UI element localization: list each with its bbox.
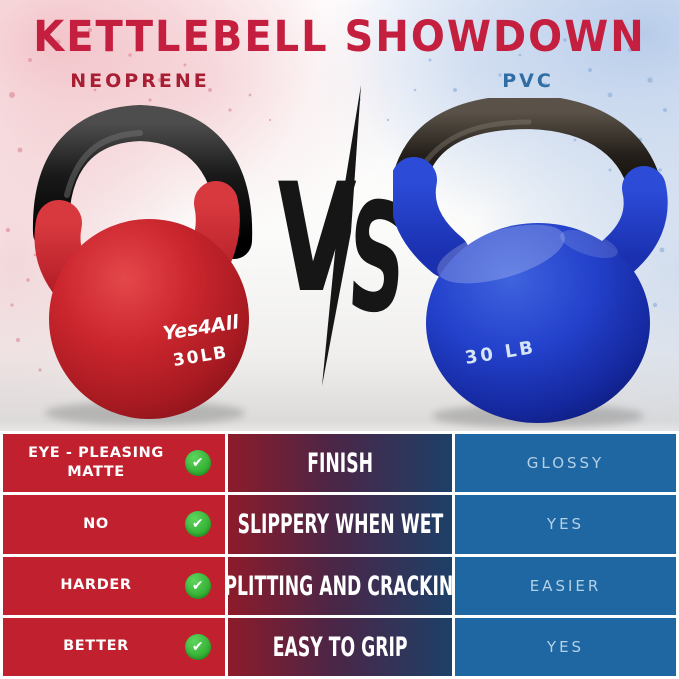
neoprene-value-cell: NO ✔ <box>3 495 225 554</box>
feature-label: FINISH <box>307 448 373 479</box>
neoprene-value: HARDER <box>60 577 132 594</box>
page-title: KETTLEBELL SHOWDOWN <box>33 12 646 62</box>
neoprene-value: NO <box>83 515 109 532</box>
check-icon: ✔ <box>185 572 211 599</box>
feature-label: SLIPPERY WHEN WET <box>237 509 443 540</box>
neoprene-kettlebell-image: Yes4All 30LB <box>32 104 253 425</box>
feature-label: SPLITTING AND CRACKING <box>228 570 452 601</box>
neoprene-value: BETTER <box>63 638 129 655</box>
pvc-value: GLOSSY <box>526 454 605 473</box>
feature-cell: SPLITTING AND CRACKING <box>228 556 452 615</box>
handle <box>393 98 664 215</box>
check-icon: ✔ <box>185 450 211 477</box>
neoprene-value-cell: EYE - PLEASING MATTE ✔ <box>3 434 225 493</box>
check-icon: ✔ <box>185 633 211 660</box>
pvc-label: PVC <box>502 70 554 92</box>
pvc-value: YES <box>546 637 585 656</box>
pvc-value-cell: EASIER <box>455 556 676 615</box>
feature-cell: FINISH <box>228 434 452 493</box>
vs-letter-v: V <box>270 152 358 326</box>
vs-emblem: V S <box>270 85 407 386</box>
left-horn <box>393 157 470 278</box>
feature-cell: SLIPPERY WHEN WET <box>228 495 452 554</box>
feature-cell: EASY TO GRIP <box>228 617 452 676</box>
pvc-value: YES <box>546 515 585 534</box>
check-icon: ✔ <box>185 511 211 538</box>
pvc-value-cell: GLOSSY <box>455 434 676 493</box>
pvc-value-cell: YES <box>455 617 676 676</box>
neoprene-label: NEOPRENE <box>70 70 210 92</box>
pvc-value-cell: YES <box>455 495 676 554</box>
comparison-table: EYE - PLEASING MATTE ✔ FINISH GLOSSY NO … <box>0 431 679 679</box>
neoprene-value-cell: HARDER ✔ <box>3 556 225 615</box>
pvc-value: EASIER <box>529 576 602 595</box>
pvc-kettlebell-image: 30 LB <box>393 98 668 428</box>
right-horn <box>594 166 668 280</box>
feature-label: EASY TO GRIP <box>272 631 408 662</box>
neoprene-value-cell: BETTER ✔ <box>3 617 225 676</box>
neoprene-value: EYE - PLEASING MATTE <box>28 445 164 481</box>
